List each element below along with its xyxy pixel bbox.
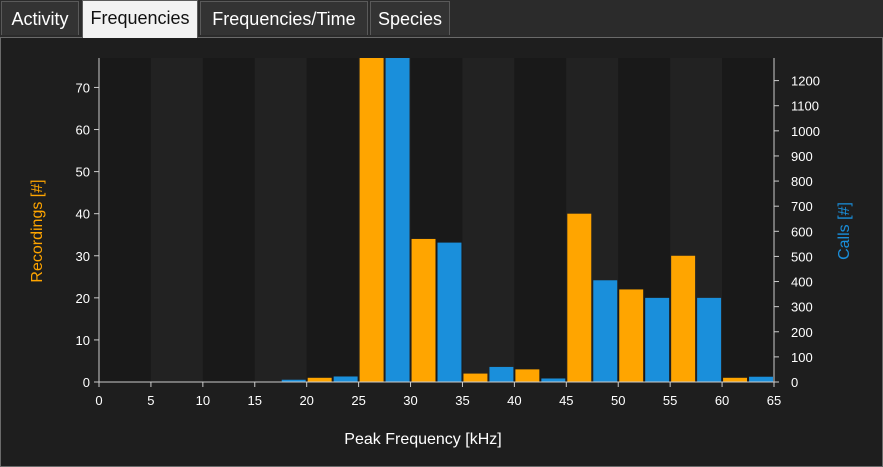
x-tick-label: 25	[351, 393, 365, 408]
recordings-bar	[411, 238, 436, 382]
calls-bar	[541, 378, 566, 382]
calls-bar	[645, 297, 670, 382]
plot-band	[514, 58, 567, 382]
x-tick-label: 40	[507, 393, 521, 408]
recordings-bar	[463, 373, 488, 382]
right-y-tick-label: 500	[791, 249, 813, 264]
x-tick-label: 55	[663, 393, 677, 408]
right-y-tick-label: 800	[791, 174, 813, 189]
tab-activity[interactable]: Activity	[1, 1, 79, 35]
calls-bar	[385, 58, 410, 382]
peak-frequency-chart: 0 5 10 15 20 25 30 35 40 45 50 55 60 65 0 10 20 30 40 50 60 7…	[29, 58, 853, 448]
calls-bar	[593, 280, 618, 382]
right-y-tick-label: 400	[791, 275, 813, 290]
calls-bar	[437, 242, 462, 382]
left-y-tick-label: 10	[76, 333, 90, 348]
x-tick-label: 5	[147, 393, 154, 408]
x-tick-label: 20	[299, 393, 313, 408]
tab-frequencies[interactable]: Frequencies	[82, 0, 198, 38]
right-y-tick-label: 100	[791, 350, 813, 365]
recordings-bar	[515, 369, 540, 382]
x-tick-label: 30	[403, 393, 417, 408]
x-tick-label: 50	[611, 393, 625, 408]
calls-bar	[333, 376, 358, 382]
x-tick-label: 60	[715, 393, 729, 408]
axes: 0 5 10 15 20 25 30 35 40 45 50 55 60 65 0 10 20 30 40 50 60 7…	[76, 58, 820, 408]
right-axis-title: Calls [#]	[836, 202, 853, 260]
bar-series	[281, 58, 773, 382]
right-y-tick-label: 0	[791, 375, 798, 390]
plot-band	[99, 58, 151, 382]
left-y-tick-label: 0	[83, 375, 90, 390]
right-y-tick-label: 1200	[791, 74, 820, 89]
tab-bar: Activity Frequencies Frequencies/Time Sp…	[0, 0, 883, 38]
tab-species[interactable]: Species	[370, 1, 450, 35]
calls-bar	[281, 379, 306, 382]
calls-bar	[697, 297, 722, 382]
right-y-tick-label: 1100	[791, 99, 819, 114]
calls-bar	[749, 376, 773, 382]
right-y-tick-label: 700	[791, 199, 813, 214]
x-tick-label: 65	[767, 393, 781, 408]
right-y-tick-label: 200	[791, 325, 813, 340]
x-tick-label: 10	[196, 393, 210, 408]
x-tick-label: 45	[559, 393, 573, 408]
left-axis-title: Recordings [#]	[29, 179, 46, 282]
plot-band	[150, 58, 203, 382]
x-tick-label: 15	[248, 393, 262, 408]
left-y-tick-label: 30	[76, 249, 90, 264]
plot-background	[99, 58, 774, 382]
recordings-bar	[723, 377, 748, 382]
x-axis-title: Peak Frequency [kHz]	[344, 431, 501, 448]
x-tick-label: 35	[455, 393, 469, 408]
left-y-tick-label: 60	[76, 123, 90, 138]
left-y-tick-label: 20	[76, 291, 90, 306]
right-y-tick-label: 1000	[791, 124, 820, 139]
recordings-bar	[671, 255, 696, 382]
left-y-tick-label: 70	[76, 80, 90, 95]
right-y-tick-label: 900	[791, 149, 813, 164]
plot-band	[202, 58, 255, 382]
plot-band	[306, 58, 359, 382]
left-y-tick-label: 40	[76, 207, 90, 222]
right-y-tick-label: 600	[791, 224, 813, 239]
recordings-bar	[359, 58, 384, 382]
recordings-bar	[567, 213, 592, 382]
plot-band	[722, 58, 774, 382]
right-y-tick-label: 300	[791, 300, 813, 315]
left-y-tick-label: 50	[76, 165, 90, 180]
recordings-bar	[619, 289, 644, 382]
plot-band	[462, 58, 515, 382]
x-tick-label: 0	[95, 393, 102, 408]
tab-frequencies-time[interactable]: Frequencies/Time	[200, 1, 368, 35]
plot-band	[254, 58, 307, 382]
recordings-bar	[307, 377, 332, 382]
chart-panel: 0 5 10 15 20 25 30 35 40 45 50 55 60 65 0 10 20 30 40 50 60 7…	[0, 37, 883, 467]
calls-bar	[489, 366, 514, 382]
